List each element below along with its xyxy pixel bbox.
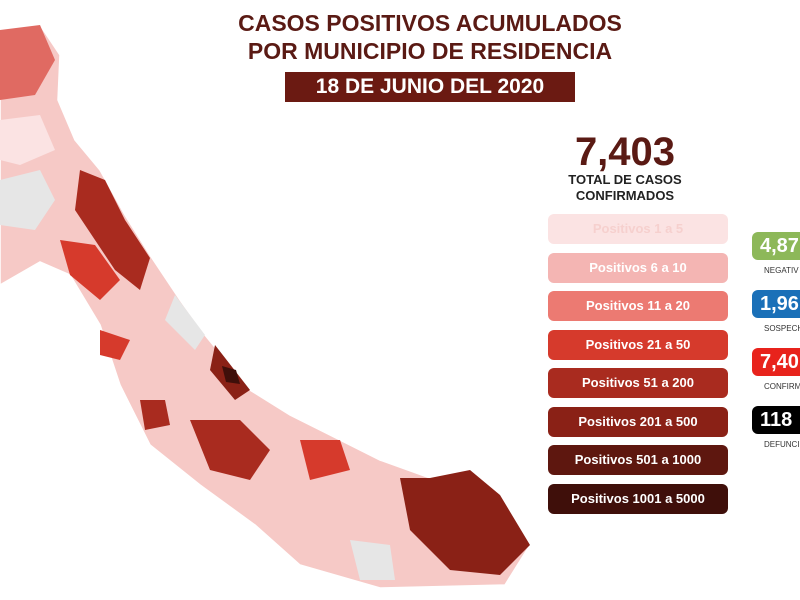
region [0, 170, 55, 230]
legend-item: Positivos 1001 a 5000 [548, 483, 728, 514]
legend-item: Positivos 201 a 500 [548, 406, 728, 437]
total-label: CONFIRMADOS [575, 188, 675, 203]
region [165, 295, 205, 350]
title-line: CASOS POSITIVOS ACUMULADOS [238, 10, 622, 36]
stat-label: CONFIRM [764, 382, 800, 391]
legend-item: Positivos 21 a 50 [548, 329, 728, 360]
map [0, 24, 531, 589]
stat-value: 1,96 [752, 290, 800, 318]
stat-label: DEFUNCI [764, 440, 800, 449]
region [222, 366, 240, 384]
date: 18 DE JUNIO DEL 2020 [285, 72, 575, 102]
region [75, 170, 150, 290]
legend-item: Positivos 51 a 200 [548, 368, 728, 398]
region [60, 240, 120, 300]
legend-item: Positivos 501 a 1000 [548, 445, 728, 475]
stat-label: NEGATIV [764, 266, 799, 275]
region [190, 420, 270, 480]
region [0, 115, 55, 165]
region [0, 25, 55, 100]
legend-item: Positivos 1 a 5 [548, 214, 728, 244]
legend-item: Positivos 6 a 10 [548, 252, 728, 283]
stat-value: 7,40 [752, 348, 800, 376]
stat-value: 4,87 [752, 232, 800, 260]
region [140, 400, 170, 430]
region [400, 470, 530, 575]
total-label: TOTAL DE CASOS [568, 172, 682, 187]
stat-value: 118 [752, 406, 800, 434]
legend-item: Positivos 11 a 20 [548, 291, 728, 321]
stat-label: SOSPECH [764, 324, 800, 333]
title-line: POR MUNICIPIO DE RESIDENCIA [247, 38, 613, 64]
region [100, 330, 130, 360]
region [350, 540, 395, 580]
region [300, 440, 350, 480]
total-value: 7,403 [574, 130, 676, 174]
